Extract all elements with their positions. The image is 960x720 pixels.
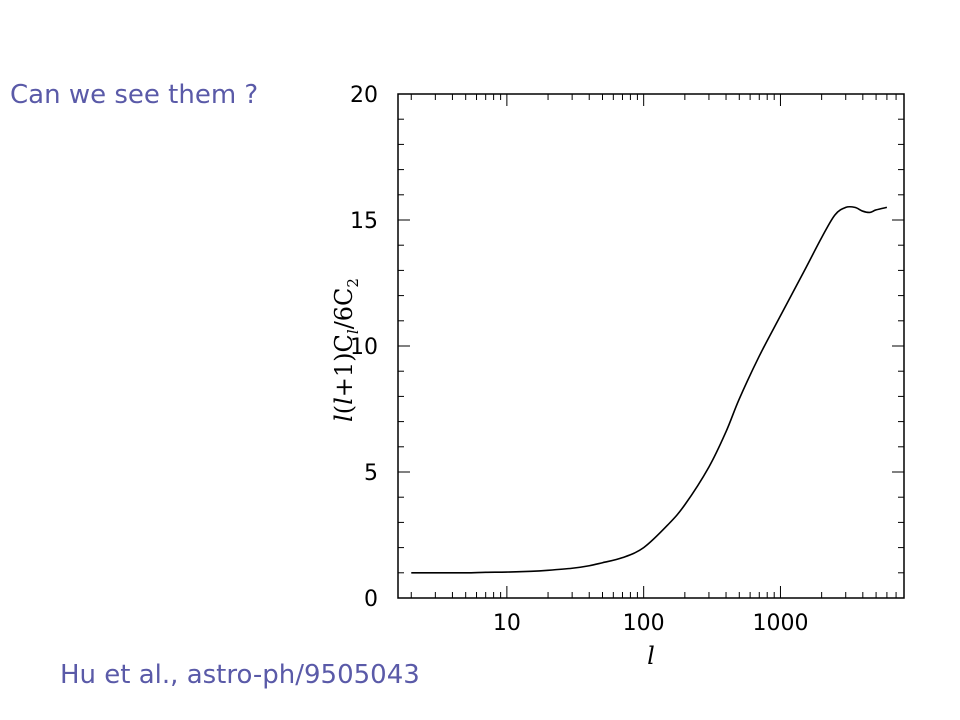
y-tick-label: 15 bbox=[350, 209, 378, 234]
y-tick-label: 5 bbox=[364, 461, 378, 486]
y-tick-label: 10 bbox=[350, 335, 378, 360]
slide-title: Can we see them ? bbox=[10, 80, 259, 110]
citation: Hu et al., astro-ph/9505043 bbox=[60, 660, 420, 690]
series-line bbox=[411, 205, 888, 574]
x-tick-label: 10 bbox=[493, 611, 521, 636]
x-axis-label: l bbox=[647, 642, 655, 670]
plot-frame bbox=[397, 93, 905, 599]
tick-marks bbox=[398, 93, 905, 599]
x-tick-label: 1000 bbox=[752, 611, 808, 636]
x-tick-label: 100 bbox=[623, 611, 665, 636]
y-tick-label: 20 bbox=[350, 83, 378, 108]
y-tick-labels: 0 5 10 15 20 bbox=[350, 83, 378, 612]
y-axis-label: l(l+1)Cl/6C2 bbox=[330, 278, 362, 422]
y-tick-label: 0 bbox=[364, 587, 378, 612]
x-tick-labels: 10 100 1000 bbox=[493, 611, 809, 636]
